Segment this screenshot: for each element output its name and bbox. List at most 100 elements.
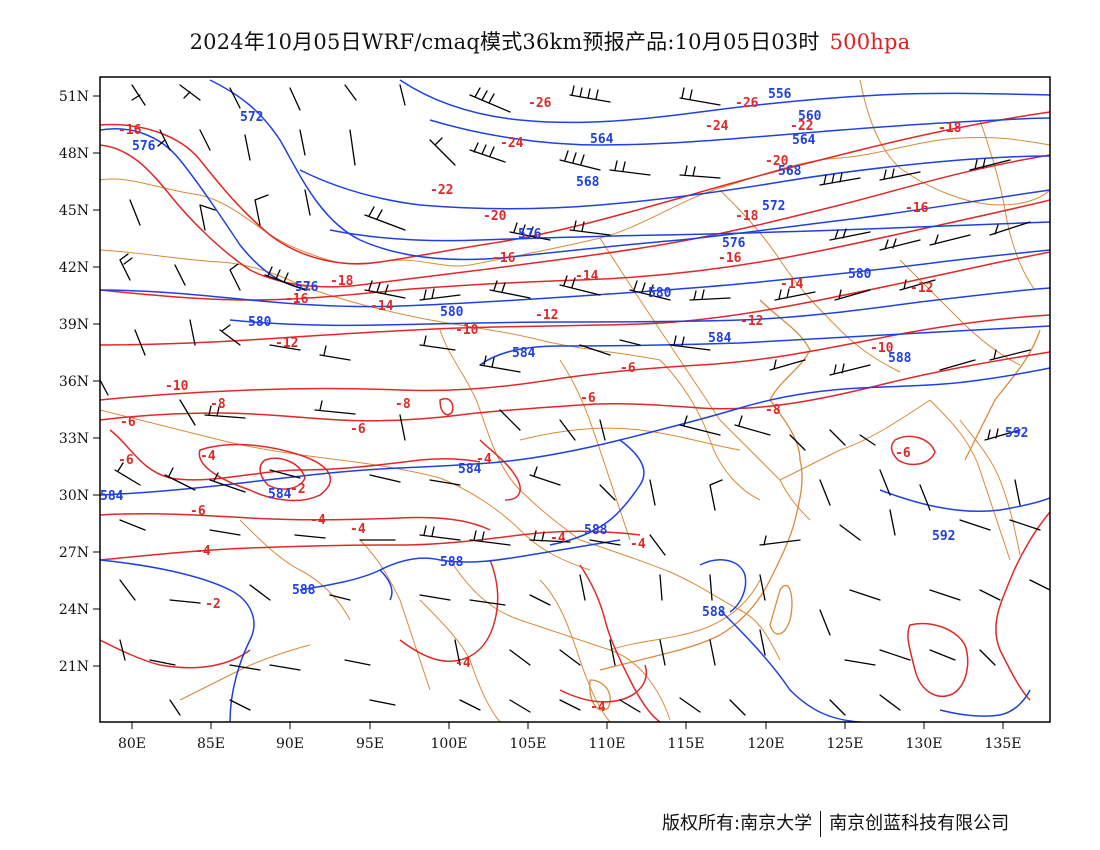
height-contours: [100, 79, 1050, 722]
height-label: 572: [240, 110, 263, 125]
lon-tick-label: 135E: [985, 736, 1022, 752]
temp-label: -2: [290, 482, 306, 497]
temp-label: -12: [535, 308, 558, 323]
height-label: 580: [248, 315, 272, 330]
height-label: 580: [648, 286, 672, 301]
temp-label: -4: [455, 656, 471, 671]
temp-label: -16: [718, 251, 742, 266]
temp-label: -16: [118, 123, 142, 138]
temp-label: -6: [620, 361, 636, 376]
temp-label: -12: [740, 314, 763, 329]
temp-label: -4: [550, 531, 566, 546]
height-label: 576: [722, 236, 746, 251]
footer-credits: 版权所有:南京大学 南京创蓝科技有限公司: [662, 809, 1009, 837]
lat-tick-label: 24N: [59, 602, 89, 618]
lat-tick-label: 30N: [59, 488, 89, 504]
temp-label: -16: [285, 292, 309, 307]
temp-label: -14: [370, 299, 394, 314]
company-text: 南京创蓝科技有限公司: [829, 813, 1010, 834]
height-label: 568: [576, 175, 600, 190]
height-label: 588: [702, 605, 726, 620]
height-label: 584: [512, 346, 536, 361]
temp-label: -18: [735, 209, 759, 224]
lat-tick-label: 42N: [59, 260, 89, 276]
title-level: 500hpa: [829, 30, 911, 54]
temp-label: -20: [765, 154, 789, 169]
temp-label: -6: [190, 504, 206, 519]
lat-tick-label: 39N: [59, 317, 89, 333]
height-label: 592: [932, 529, 955, 544]
chart-title: 2024年10月05日WRF/cmaq模式36km预报产品:10月05日03时 5…: [0, 26, 1100, 56]
temp-label: -4: [310, 513, 326, 528]
temp-label: -4: [195, 544, 211, 559]
height-label: 592: [1005, 426, 1028, 441]
lat-tick-label: 48N: [59, 146, 89, 162]
lat-tick-label: 45N: [59, 203, 89, 219]
coastline: [589, 299, 1041, 711]
height-label: 588: [440, 555, 464, 570]
height-label: 584: [100, 489, 124, 504]
height-label: 588: [584, 523, 608, 538]
height-label: 580: [440, 305, 464, 320]
height-label: 576: [132, 139, 156, 154]
lat-tick-label: 51N: [59, 89, 89, 105]
wind-barbs: [100, 84, 1050, 716]
lon-tick-label: 95E: [356, 736, 384, 752]
lat-tick-label: 36N: [59, 374, 89, 390]
temp-label: -12: [275, 336, 298, 351]
temp-label: -6: [580, 391, 596, 406]
temp-label: -8: [210, 397, 226, 412]
height-label: 576: [295, 280, 319, 295]
lon-tick-label: 125E: [827, 736, 864, 752]
height-label: 556: [768, 87, 792, 102]
height-contour-labels: 572 576 556 560 564 564 568 568 572 576 …: [100, 87, 1028, 620]
temp-label: -14: [575, 269, 599, 284]
temp-label: -10: [455, 323, 479, 338]
temp-label: -10: [165, 379, 189, 394]
height-label: 576: [518, 227, 542, 242]
lon-tick-label: 105E: [510, 736, 547, 752]
lon-tick-label: 85E: [197, 736, 225, 752]
boundary-lines: [100, 79, 1050, 722]
temp-label: -4: [350, 522, 366, 537]
height-label: 580: [848, 267, 872, 282]
temperature-contour-labels: -16 -24 -26 -26 -24 -22 -20 -18 -22 -20 …: [118, 96, 962, 715]
title-main: 2024年10月05日WRF/cmaq模式36km预报产品:10月05日03时: [189, 30, 820, 54]
footer-divider: [820, 811, 822, 837]
temp-label: -14: [780, 277, 804, 292]
lat-tick-label: 21N: [59, 659, 89, 675]
temp-label: -18: [330, 274, 354, 289]
latitude-axis: 51N 48N 45N 42N 39N 36N 33N 30N 27N 24N …: [59, 89, 100, 675]
temp-label: -10: [870, 341, 894, 356]
plot-frame: [99, 76, 1051, 723]
lat-tick-label: 33N: [59, 431, 89, 447]
temp-label: -16: [492, 251, 516, 266]
temp-label: -4: [590, 700, 606, 715]
lon-tick-label: 100E: [431, 736, 468, 752]
lon-tick-label: 120E: [748, 736, 785, 752]
temp-label: -24: [705, 119, 729, 134]
temp-label: -22: [430, 183, 453, 198]
temp-label: -4: [630, 537, 646, 552]
temperature-contours: [100, 111, 1050, 722]
temp-label: -18: [938, 121, 962, 136]
height-label: 584: [268, 487, 292, 502]
height-label: 588: [292, 583, 316, 598]
temp-label: -26: [735, 96, 759, 111]
lon-tick-label: 80E: [118, 736, 146, 752]
temp-label: -2: [205, 597, 221, 612]
height-label: 560: [798, 109, 822, 124]
temp-label: -12: [910, 281, 933, 296]
lon-tick-label: 115E: [668, 736, 705, 752]
temp-label: -26: [528, 96, 552, 111]
height-label: 564: [590, 132, 614, 147]
height-label: 572: [762, 199, 785, 214]
temp-label: -16: [905, 201, 929, 216]
lat-tick-label: 27N: [59, 545, 89, 561]
temp-label: -6: [350, 422, 366, 437]
lon-tick-label: 110E: [589, 736, 626, 752]
height-label: 568: [778, 164, 802, 179]
temp-label: -6: [895, 446, 911, 461]
longitude-axis: 80E 85E 90E 95E 100E 105E 110E 115E 120E…: [118, 722, 1022, 752]
